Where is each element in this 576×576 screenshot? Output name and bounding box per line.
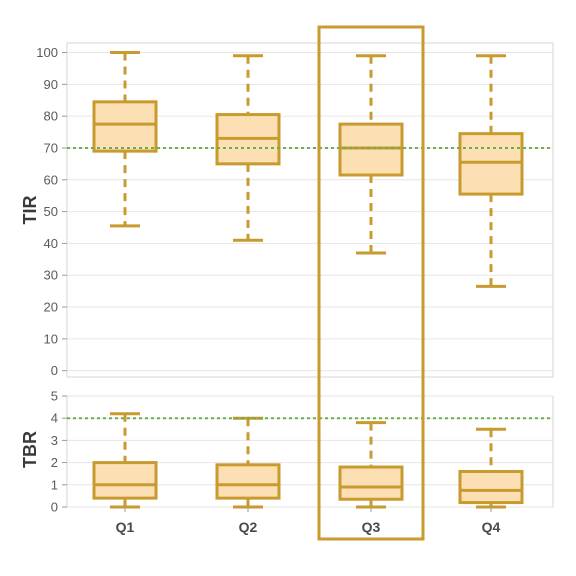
- tir-y-tick-label: 70: [44, 140, 58, 155]
- x-tick-label-q3: Q3: [362, 519, 381, 535]
- tir-plot-frame: [66, 42, 554, 378]
- iqr-box: [338, 465, 404, 501]
- tir-box-q4: [458, 54, 524, 288]
- tbr-y-axis-label: TBR: [20, 431, 40, 468]
- tir-y-tick-label: 0: [51, 363, 58, 378]
- iqr-box: [338, 122, 404, 177]
- tir-y-tick-label: 50: [44, 204, 58, 219]
- tir-box-q3: [338, 54, 404, 255]
- tbr-y-tick-label: 2: [51, 455, 58, 470]
- tbr-y-tick-label: 0: [51, 500, 58, 515]
- iqr-box: [215, 463, 281, 500]
- tbr-y-tick-label: 4: [51, 411, 58, 426]
- category-axis: Q1 Q2 Q3 Q4: [116, 507, 501, 535]
- tir-box-q1: [92, 51, 158, 228]
- iqr-box: [92, 461, 158, 500]
- x-tick-label-q4: Q4: [482, 519, 501, 535]
- tir-y-tick-label: 30: [44, 268, 58, 283]
- tir-y-tick-label: 80: [44, 109, 58, 124]
- tir-y-tick-label: 100: [36, 45, 58, 60]
- tbr-box-q1: [92, 412, 158, 509]
- tbr-panel: 0 1 2 3 4 5 TBR: [20, 389, 554, 515]
- x-tick-label-q2: Q2: [239, 519, 258, 535]
- tbr-box-q2: [215, 416, 281, 509]
- iqr-box: [458, 469, 524, 505]
- tbr-y-tick-label: 3: [51, 433, 58, 448]
- tbr-y-tick-label: 1: [51, 477, 58, 492]
- tir-box-q2: [215, 54, 281, 242]
- tir-y-axis-label: TIR: [20, 196, 40, 225]
- x-tick-label-q1: Q1: [116, 519, 135, 535]
- tbr-box-q4: [458, 427, 524, 509]
- tir-y-tick-label: 40: [44, 236, 58, 251]
- tir-panel: 0 10 20 30 40 50 60 70 80 90 100 TIR: [20, 42, 554, 378]
- tir-y-tick-label: 90: [44, 77, 58, 92]
- highlight-layer: [317, 25, 425, 541]
- highlight-box-q3: [317, 25, 425, 541]
- iqr-box: [458, 132, 524, 196]
- tir-y-tick-label: 20: [44, 300, 58, 315]
- tir-y-tick-label: 60: [44, 172, 58, 187]
- tbr-box-q3: [338, 421, 404, 509]
- tbr-y-tick-label: 5: [51, 389, 58, 404]
- tir-y-tick-label: 10: [44, 331, 58, 346]
- iqr-box: [92, 100, 158, 153]
